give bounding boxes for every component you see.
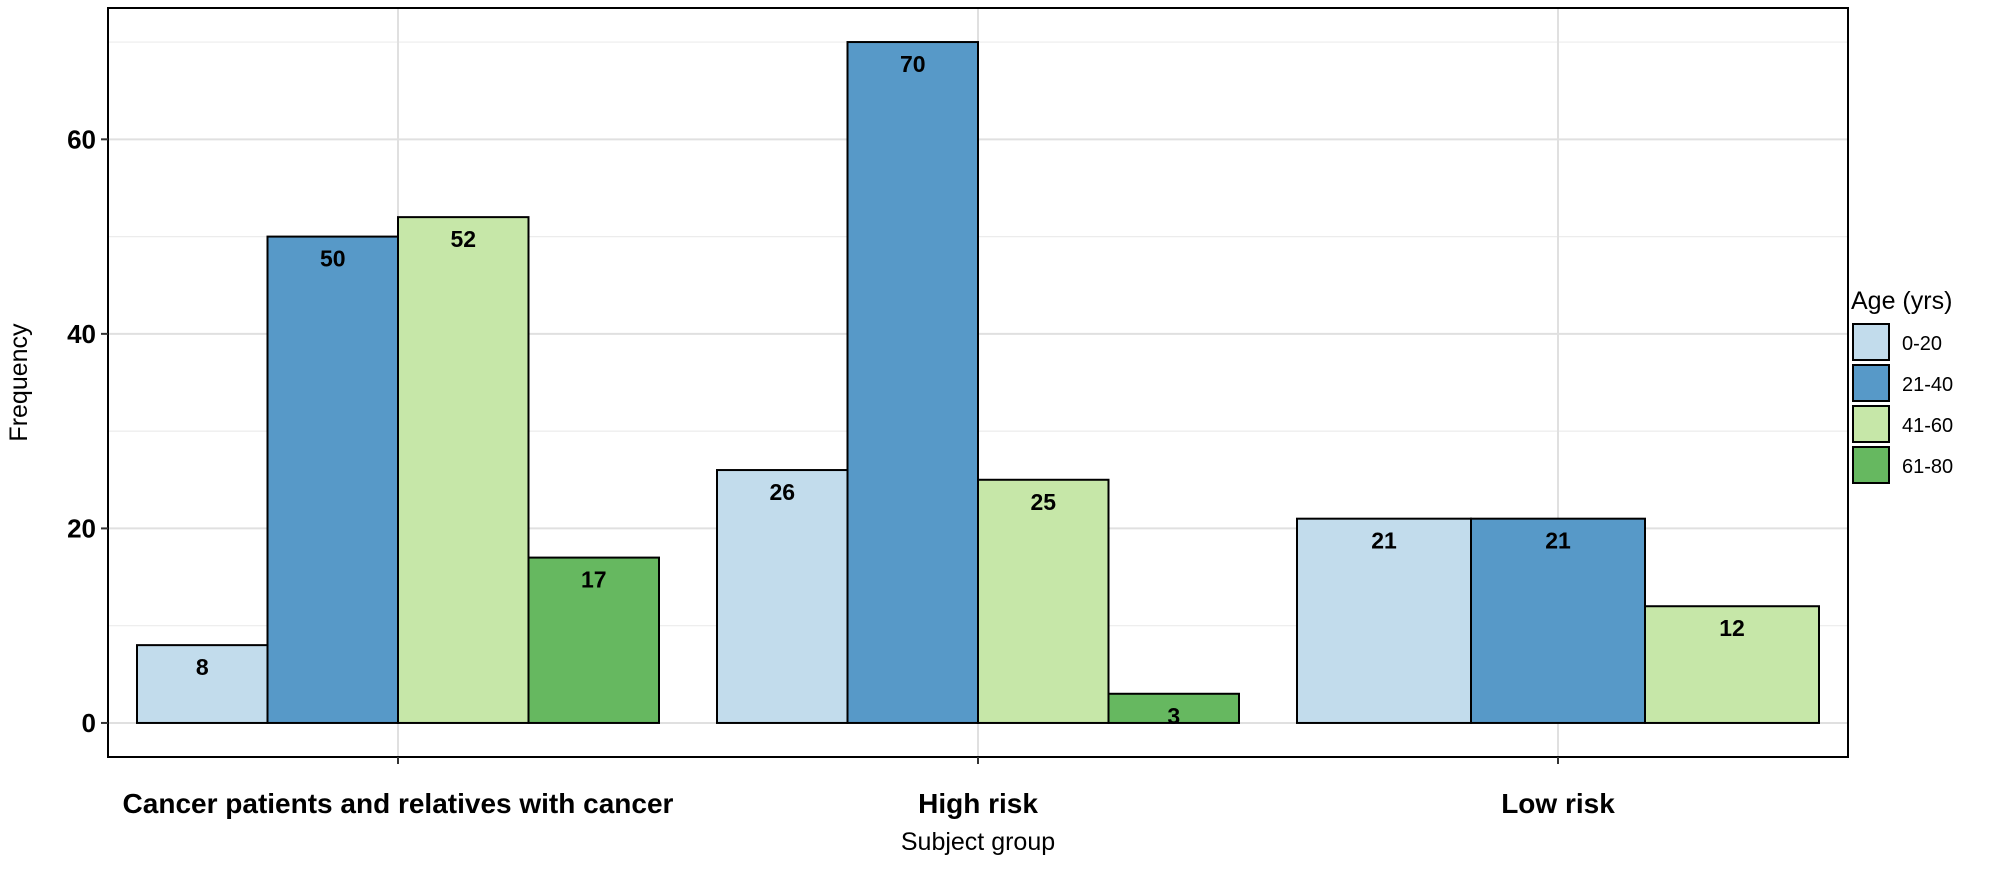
bar-value-label: 21 xyxy=(1371,528,1397,554)
legend-swatch-21-40 xyxy=(1852,364,1890,402)
bar-41-60 xyxy=(1644,605,1820,724)
bars: 8 50 52 17 26 70 25 3 21 21 12 xyxy=(136,41,1820,729)
legend: Age (yrs) 0-20 21-40 41-60 61-80 xyxy=(1851,287,1953,484)
bar-value-label: 26 xyxy=(769,479,795,505)
x-tick-label: Cancer patients and relatives with cance… xyxy=(123,788,674,819)
bar-21-40 xyxy=(1470,517,1646,724)
bar-0-20 xyxy=(716,469,849,724)
legend-label: 61-80 xyxy=(1902,456,1953,478)
legend-label: 41-60 xyxy=(1902,415,1953,437)
y-tick-label: 60 xyxy=(67,124,96,154)
bar-41-60 xyxy=(977,478,1110,724)
bar-0-20 xyxy=(136,644,269,724)
bar-0-20 xyxy=(1296,517,1472,724)
legend-swatch-0-20 xyxy=(1852,323,1890,361)
x-tick-label: High risk xyxy=(918,788,1038,819)
x-axis-title: Subject group xyxy=(901,828,1055,856)
bar-value-label: 12 xyxy=(1719,615,1745,641)
y-tick-label: 0 xyxy=(82,708,96,738)
y-tick-label: 20 xyxy=(67,513,96,543)
bar-value-label: 17 xyxy=(581,567,607,593)
bar-value-label: 25 xyxy=(1030,489,1056,515)
legend-title: Age (yrs) xyxy=(1851,287,1952,315)
bar-value-label: 50 xyxy=(320,246,346,272)
bar-21-40 xyxy=(266,235,399,724)
bar-61-80 xyxy=(1107,692,1240,724)
y-tick-label: 40 xyxy=(67,319,96,349)
bar-value-label: 70 xyxy=(900,51,926,77)
legend-swatch-61-80 xyxy=(1852,446,1890,484)
bar-value-label: 3 xyxy=(1167,703,1180,729)
bar-21-40 xyxy=(846,41,979,724)
x-tick-label: Low risk xyxy=(1501,788,1615,819)
bar-41-60 xyxy=(397,216,530,724)
legend-items: 0-20 21-40 41-60 61-80 xyxy=(1852,323,1953,484)
bar-61-80 xyxy=(527,556,660,724)
legend-label: 21-40 xyxy=(1902,374,1953,396)
bar-value-label: 8 xyxy=(196,654,209,680)
bar-value-label: 21 xyxy=(1545,528,1571,554)
y-axis: 0 20 40 60 xyxy=(67,124,108,738)
legend-label: 0-20 xyxy=(1902,333,1942,355)
bar-value-label: 52 xyxy=(450,226,476,252)
y-axis-title: Frequency xyxy=(5,323,33,442)
legend-swatch-41-60 xyxy=(1852,405,1890,443)
x-axis: Cancer patients and relatives with cance… xyxy=(123,757,1615,819)
